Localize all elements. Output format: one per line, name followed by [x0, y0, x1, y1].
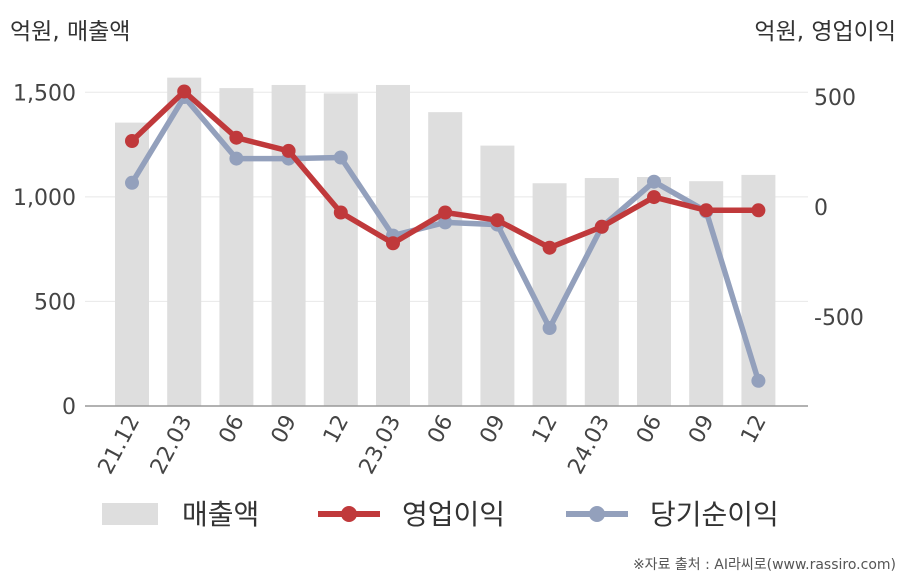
revenue-bar	[167, 77, 202, 406]
right-tick-label: -500	[814, 306, 864, 331]
x-tick-label: 24.03	[563, 411, 615, 478]
revenue-bar	[584, 178, 619, 406]
revenue-bar	[115, 122, 149, 407]
right-tick-label: 0	[814, 196, 828, 221]
net-income-point	[125, 175, 139, 190]
left-tick-label: 1,500	[13, 81, 76, 106]
right-tick-label: 500	[814, 86, 856, 111]
x-tick-label: 23.03	[355, 411, 407, 478]
operating-profit-point	[281, 143, 296, 158]
legend-revenue-label: 매출액	[182, 498, 259, 531]
left-tick-label: 0	[62, 395, 76, 420]
x-tick-label: 09	[684, 411, 719, 447]
x-tick-label: 21.12	[94, 411, 146, 478]
net-income-point	[438, 215, 453, 230]
x-tick-label: 09	[267, 411, 302, 447]
x-tick-label: 12	[736, 411, 771, 447]
operating-profit-point	[177, 84, 192, 99]
x-tick-label: 22.03	[146, 411, 198, 478]
net-income-point	[333, 150, 348, 165]
left-tick-label: 500	[34, 290, 76, 315]
operating-profit-point	[490, 213, 505, 228]
operating-profit-point	[438, 205, 453, 220]
net-income-point	[229, 151, 244, 166]
operating-profit-point	[125, 134, 139, 148]
x-tick-label: 12	[528, 411, 563, 447]
x-tick-label: 06	[632, 411, 667, 447]
revenue-bar	[480, 145, 515, 407]
operating-profit-point	[333, 205, 348, 220]
x-tick-label: 06	[214, 411, 249, 447]
operating-profit-point	[647, 190, 661, 205]
x-tick-label: 06	[423, 411, 458, 447]
x-tick-label: 12	[319, 411, 354, 447]
operating-profit-point	[229, 130, 244, 145]
left-axis-title: 억원, 매출액	[10, 19, 131, 45]
left-tick-label: 1,000	[13, 186, 76, 211]
operating-profit-point	[594, 219, 609, 234]
revenue-bar	[323, 93, 358, 407]
revenue-bar	[637, 176, 671, 406]
operating-profit-point	[699, 203, 714, 218]
net-income-point	[542, 321, 557, 335]
operating-profit-point	[386, 236, 400, 251]
x-tick-label: 09	[475, 411, 510, 447]
legend-operating-profit-marker	[341, 506, 357, 522]
operating-profit-point	[542, 240, 557, 255]
legend-net-income-label: 당기순이익	[650, 498, 779, 531]
source-credit: ※자료 출처 : AI라씨로(www.rassiro.com)	[632, 557, 896, 573]
operating-profit-point	[751, 203, 766, 218]
legend-net-income-marker	[589, 506, 605, 522]
net-income-point	[751, 373, 766, 388]
revenue-bar	[428, 112, 463, 406]
net-income-point	[647, 174, 661, 189]
legend-operating-profit-label: 영업이익	[402, 498, 505, 531]
revenue-bar	[532, 183, 567, 406]
right-axis-title: 억원, 영업이익	[754, 19, 896, 45]
revenue-bar	[271, 84, 306, 407]
legend-revenue-swatch	[102, 503, 158, 525]
